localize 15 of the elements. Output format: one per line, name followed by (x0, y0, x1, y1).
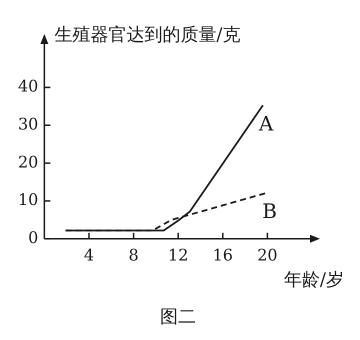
y-tick-label: 0 (28, 228, 38, 247)
x-tick-label: 4 (84, 246, 94, 265)
y-tick-label: 10 (18, 190, 38, 210)
x-tick-label: 20 (257, 246, 278, 265)
y-tick-label: 30 (18, 114, 38, 134)
x-tick-label: 8 (128, 246, 139, 265)
series-label: A (258, 111, 274, 136)
y-tick-label: 40 (18, 76, 38, 96)
x-tick-label: 16 (212, 246, 233, 265)
y-tick-label: 20 (18, 152, 38, 172)
series-label: B (262, 199, 277, 224)
text: 图二 (160, 306, 196, 328)
y-axis-title: 生殖器官达到的质量/克 (54, 24, 240, 46)
x-axis-title: 年龄/岁 (284, 269, 344, 290)
x-tick-label: 12 (168, 246, 188, 265)
